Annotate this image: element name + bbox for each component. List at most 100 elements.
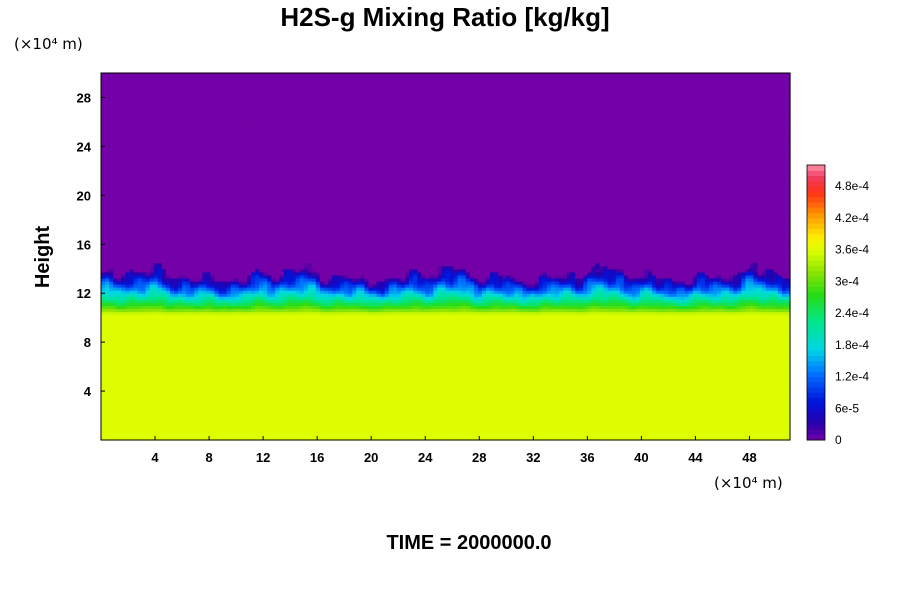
heatmap-cell bbox=[105, 232, 110, 236]
heatmap-cell bbox=[117, 363, 122, 368]
heatmap-cell bbox=[145, 155, 151, 160]
heatmap-cell bbox=[133, 259, 139, 264]
heatmap-cell bbox=[129, 219, 135, 224]
heatmap-cell bbox=[137, 76, 143, 80]
heatmap-cell bbox=[129, 250, 135, 255]
heatmap-cell bbox=[109, 381, 114, 386]
heatmap-cell bbox=[137, 421, 143, 426]
heatmap-cell bbox=[137, 228, 143, 233]
heatmap-cell bbox=[153, 73, 159, 77]
heatmap-cell bbox=[133, 204, 139, 209]
heatmap-cell bbox=[141, 391, 147, 395]
heatmap-cell bbox=[129, 366, 135, 371]
heatmap-cell bbox=[153, 436, 159, 441]
heatmap-cell bbox=[125, 427, 130, 432]
heatmap-cell bbox=[105, 348, 110, 352]
heatmap-cell bbox=[157, 146, 163, 151]
heatmap-cell bbox=[157, 228, 163, 233]
heatmap-cell bbox=[113, 351, 118, 355]
heatmap-cell bbox=[133, 79, 139, 83]
heatmap-cell bbox=[165, 271, 171, 276]
heatmap-cell bbox=[141, 232, 147, 236]
heatmap-cell bbox=[125, 369, 130, 374]
heatmap-cell bbox=[109, 134, 114, 138]
heatmap-cell bbox=[109, 351, 114, 355]
heatmap-cell bbox=[153, 228, 159, 233]
heatmap-cell bbox=[117, 430, 122, 435]
heatmap-cell bbox=[133, 360, 139, 365]
heatmap-cell bbox=[149, 140, 155, 144]
x-unit-label: (×10⁴ m) bbox=[714, 474, 783, 492]
heatmap-cell bbox=[113, 357, 118, 362]
heatmap-cell bbox=[145, 363, 151, 368]
heatmap-cell bbox=[109, 409, 114, 414]
heatmap-cell bbox=[117, 186, 122, 190]
heatmap-cell bbox=[149, 201, 155, 206]
heatmap-cell bbox=[109, 161, 114, 166]
heatmap-cell bbox=[129, 238, 135, 242]
heatmap-cell bbox=[101, 290, 106, 294]
heatmap-cell bbox=[117, 332, 122, 337]
heatmap-cell bbox=[125, 201, 130, 206]
heatmap-cell bbox=[133, 173, 139, 178]
heatmap-cell bbox=[141, 115, 147, 120]
heatmap-cell bbox=[141, 244, 147, 248]
heatmap-cell bbox=[109, 400, 114, 404]
heatmap-cell bbox=[141, 143, 147, 147]
heatmap-cell bbox=[129, 216, 135, 221]
heatmap-cell bbox=[137, 167, 143, 172]
heatmap-cell bbox=[145, 112, 151, 117]
heatmap-cell bbox=[161, 397, 167, 401]
heatmap-cell bbox=[129, 76, 135, 80]
heatmap-cell bbox=[165, 323, 171, 328]
heatmap-cell bbox=[117, 164, 122, 169]
heatmap-cell bbox=[105, 134, 110, 138]
heatmap-cell bbox=[153, 277, 159, 282]
heatmap-cell bbox=[109, 305, 114, 310]
heatmap-cell bbox=[121, 348, 126, 352]
heatmap-cell bbox=[121, 192, 126, 196]
heatmap-cell bbox=[145, 146, 151, 151]
heatmap-cell bbox=[137, 97, 143, 102]
heatmap-cell bbox=[121, 173, 126, 178]
heatmap-cell bbox=[157, 161, 163, 166]
heatmap-cell bbox=[246, 73, 252, 77]
heatmap-cell bbox=[113, 161, 118, 166]
heatmap-cell bbox=[153, 134, 159, 138]
heatmap-cell bbox=[141, 219, 147, 224]
heatmap-cell bbox=[105, 391, 110, 395]
heatmap-cell bbox=[125, 247, 130, 251]
heatmap-cell bbox=[105, 320, 110, 325]
heatmap-cell bbox=[165, 91, 171, 96]
heatmap-cell bbox=[137, 336, 143, 340]
heatmap-cell bbox=[149, 268, 155, 273]
heatmap-cell bbox=[113, 320, 118, 325]
heatmap-cell bbox=[101, 436, 106, 441]
heatmap-cell bbox=[113, 424, 118, 429]
heatmap-cell bbox=[117, 250, 122, 255]
heatmap-cell bbox=[121, 265, 126, 270]
heatmap-cell bbox=[161, 369, 167, 374]
heatmap-cell bbox=[145, 106, 151, 111]
heatmap-cell bbox=[105, 216, 110, 221]
heatmap-cell bbox=[161, 436, 167, 441]
heatmap-cell bbox=[105, 186, 110, 190]
heatmap-cell bbox=[169, 427, 175, 432]
heatmap-cell bbox=[101, 149, 106, 154]
heatmap-cell bbox=[117, 284, 122, 288]
heatmap-cell bbox=[129, 375, 135, 380]
heatmap-cell bbox=[141, 198, 147, 203]
heatmap-cell bbox=[165, 85, 171, 89]
heatmap-cell bbox=[157, 366, 163, 371]
heatmap-cell bbox=[109, 293, 114, 297]
heatmap-cell bbox=[165, 372, 171, 377]
heatmap-cell bbox=[133, 430, 139, 435]
heatmap-cell bbox=[101, 247, 106, 251]
heatmap-cell bbox=[101, 235, 106, 239]
heatmap-cell bbox=[141, 241, 147, 245]
heatmap-cell bbox=[157, 241, 163, 245]
heatmap-cell bbox=[109, 388, 114, 392]
heatmap-cell bbox=[117, 406, 122, 411]
heatmap-cell bbox=[157, 186, 163, 190]
heatmap-cell bbox=[149, 210, 155, 215]
